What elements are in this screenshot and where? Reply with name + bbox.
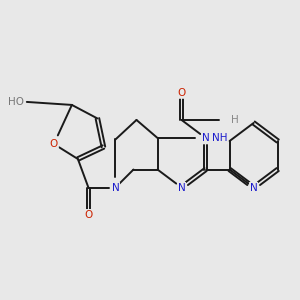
Text: N: N	[250, 183, 257, 193]
Text: O: O	[50, 139, 58, 149]
Text: N: N	[178, 183, 185, 193]
Text: N: N	[112, 183, 119, 193]
Text: O: O	[50, 139, 58, 149]
Text: N: N	[178, 183, 185, 193]
Text: O: O	[177, 88, 186, 98]
Text: N: N	[112, 183, 119, 193]
Text: N: N	[202, 133, 209, 143]
Text: HO: HO	[8, 97, 24, 107]
Text: N: N	[202, 133, 209, 143]
Text: N: N	[250, 183, 257, 193]
Text: O: O	[84, 210, 92, 220]
Text: N: N	[202, 133, 209, 143]
Text: H: H	[231, 115, 239, 125]
Text: NH: NH	[212, 133, 227, 143]
Text: O: O	[177, 88, 186, 98]
Text: O: O	[84, 210, 92, 220]
